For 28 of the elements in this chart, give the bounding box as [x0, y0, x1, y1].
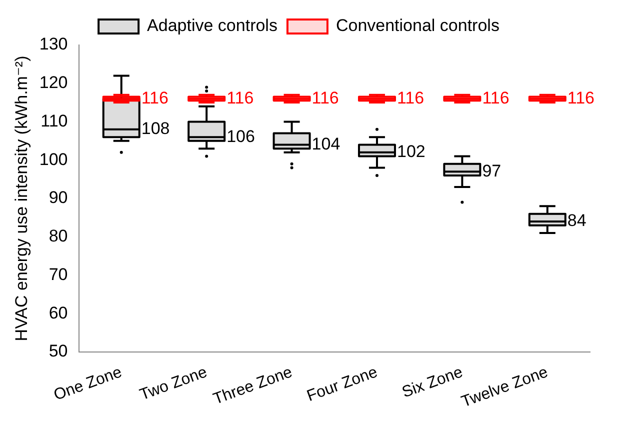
text: 97	[482, 161, 502, 180]
legend-label: Adaptive controls	[147, 16, 278, 36]
text: 106	[226, 126, 255, 146]
text: 116	[312, 88, 339, 108]
text: 102	[396, 142, 426, 162]
y-tick-label: 100	[39, 150, 68, 169]
y-tick-label: 90	[48, 188, 68, 208]
y-tick-label: 120	[39, 73, 68, 92]
y-tick-label: 60	[48, 303, 68, 322]
text: 116	[567, 88, 595, 108]
text: 116	[141, 88, 168, 108]
y-tick-label: 130	[39, 34, 68, 54]
x-tick-label: Four Zone	[304, 364, 380, 406]
text: 104	[312, 134, 340, 154]
x-tick-label: Two Zone	[138, 364, 210, 404]
y-tick-label: 50	[48, 342, 68, 361]
x-tick-label: Three Zone	[211, 364, 295, 408]
x-tick-label: One Zone	[52, 364, 124, 404]
text: 84	[567, 211, 586, 230]
legend-label: Conventional controls	[336, 16, 500, 36]
text: 108	[141, 119, 170, 138]
y-tick-label: 80	[48, 226, 68, 246]
y-axis-title: HVAC energy use intensity (kWh.m⁻²)	[12, 56, 31, 342]
text: 116	[482, 88, 510, 108]
y-tick-label: 70	[48, 264, 68, 284]
y-tick-label: 110	[40, 111, 68, 130]
text: 116	[396, 88, 424, 108]
text: 116	[226, 88, 254, 108]
